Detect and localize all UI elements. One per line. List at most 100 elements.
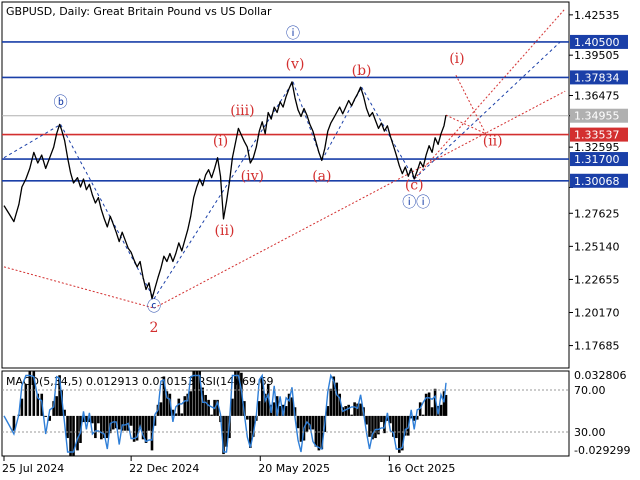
macd-bar-10 [44, 415, 48, 417]
macd-bar-129 [400, 415, 404, 451]
macd-bar-132 [409, 415, 413, 419]
price-line [3, 81, 447, 300]
macd-bar-114 [356, 403, 359, 416]
macd-bar-106 [332, 376, 336, 416]
macd-bar-56 [183, 396, 187, 416]
price-tick-label-6: 1.27625 [574, 207, 620, 220]
macd-bar-17 [66, 415, 69, 439]
price-axis-ticks: 1.425351.395051.364751.349551.325951.295… [569, 9, 620, 353]
macd-bar-55 [180, 413, 184, 416]
macd-bar-111 [347, 404, 350, 416]
level-label-bg-1 [570, 70, 628, 85]
macd-bar-137 [424, 393, 428, 416]
forecast-i-ii [455, 74, 487, 134]
macd-bar-94 [296, 415, 300, 429]
wave-label-12: ⓘⓘ [402, 195, 430, 211]
price-tick-label-1: 1.39505 [574, 49, 620, 62]
level-label-2: 1.33537 [574, 129, 620, 142]
level-label-1: 1.37834 [574, 71, 620, 84]
macd-bar-13 [55, 396, 58, 416]
macd-bar-14 [58, 375, 61, 416]
macd-bar-97 [305, 415, 309, 432]
level-label-bg-0 [570, 34, 628, 49]
macd-bar-57 [186, 393, 190, 416]
current-price-bg [570, 108, 628, 123]
price-series [3, 81, 447, 300]
channel-lower-right [153, 90, 566, 309]
macd-bar-18 [69, 415, 72, 456]
macd-bar-98 [308, 415, 312, 430]
macd-bar-52 [171, 409, 175, 416]
macd-bar-89 [281, 404, 285, 416]
macd-bar-12 [52, 401, 55, 416]
macd-bar-125 [389, 415, 392, 424]
price-tick-label-8: 1.22655 [574, 273, 620, 286]
x-tick-label-1: 22 Dec 2024 [129, 462, 199, 475]
forecast-to-ii [445, 114, 486, 135]
macd-bar-54 [177, 398, 181, 416]
macd-bar-19 [72, 415, 75, 456]
price-tick-label-10: 1.17685 [574, 340, 620, 353]
time-axis-ticks: 25 Jul 2024 22 Dec 2024 20 May 2025 16 Oct … [2, 456, 455, 475]
macd-bar-107 [335, 382, 339, 416]
macd-bar-11 [48, 415, 51, 421]
macd-bar-115 [359, 403, 362, 416]
macd-bar-64 [207, 399, 210, 416]
current-price-label: 1.34955 [574, 110, 620, 123]
macd-bar-82 [260, 377, 264, 416]
macd-bar-102 [320, 415, 324, 450]
macd-bar-117 [365, 415, 368, 425]
macd-bar-124 [386, 415, 389, 421]
macd-bar-42 [141, 415, 145, 440]
macd-bar-139 [430, 407, 434, 416]
macd-bar-5 [24, 383, 28, 416]
channel-lower-left [3, 266, 155, 309]
macd-bar-61 [198, 371, 201, 416]
wave-label-13: (i) [449, 51, 464, 67]
macd-bar-38 [129, 415, 133, 426]
macd-bar-126 [392, 415, 395, 437]
level-labels: 1.40500 1.37834 1.33537 1.31700 1.30068 1.349… [570, 34, 628, 188]
macd-bar-104 [326, 406, 330, 416]
macd-bar-101 [317, 415, 321, 451]
macd-bar-22 [82, 415, 85, 423]
rsi-line [3, 373, 447, 453]
macd-bar-140 [433, 388, 437, 416]
guide-start-b [3, 124, 61, 159]
macd-bar-46 [153, 415, 157, 426]
macd-bar-88 [278, 406, 282, 416]
macd-bar-136 [421, 414, 425, 416]
macd-bar-74 [237, 371, 240, 416]
macd-tick-label-2: 30.00 [574, 426, 606, 439]
macd-bar-86 [272, 402, 276, 416]
macd-bar-25 [91, 415, 94, 424]
macd-bar-87 [275, 396, 279, 416]
macd-bar-110 [344, 406, 347, 416]
macd-bar-91 [287, 393, 291, 416]
wave-label-14: (ii) [483, 134, 503, 150]
macd-bar-92 [290, 397, 294, 416]
macd-bar-90 [284, 406, 288, 416]
macd-bar-134 [415, 415, 419, 420]
macd-bar-50 [165, 391, 169, 416]
x-tick-label-0: 25 Jul 2024 [2, 462, 64, 475]
price-tick-label-9: 1.20170 [574, 307, 620, 320]
macd-tick-label-0: 0.032806 [574, 369, 627, 382]
macd-bar-118 [368, 415, 371, 437]
wave-labels: ⓑ ⓒ 2 (i) (ii) (iii) (iv) (v) ⓘ (a) (b) (c)ⓘⓘ (i) (ii… [54, 26, 503, 336]
macd-indicator-label: MACD(5,34,5) 0.012913 0.010153 RSI(14) 6… [6, 375, 273, 388]
level-lines [2, 41, 569, 182]
macd-bar-35 [120, 415, 124, 431]
macd-bar-65 [210, 414, 213, 416]
macd-bar-59 [192, 371, 196, 416]
wave-label-5: (iii) [230, 103, 254, 119]
macd-bar-30 [105, 415, 109, 439]
macd-bar-51 [168, 393, 172, 416]
guide-a-b [321, 86, 363, 161]
wave-label-0: ⓑ [54, 95, 68, 111]
macd-bar-60 [195, 371, 198, 416]
macd-bar-15 [60, 390, 63, 416]
macd-bar-6 [28, 371, 32, 416]
macd-bar-99 [311, 415, 315, 430]
